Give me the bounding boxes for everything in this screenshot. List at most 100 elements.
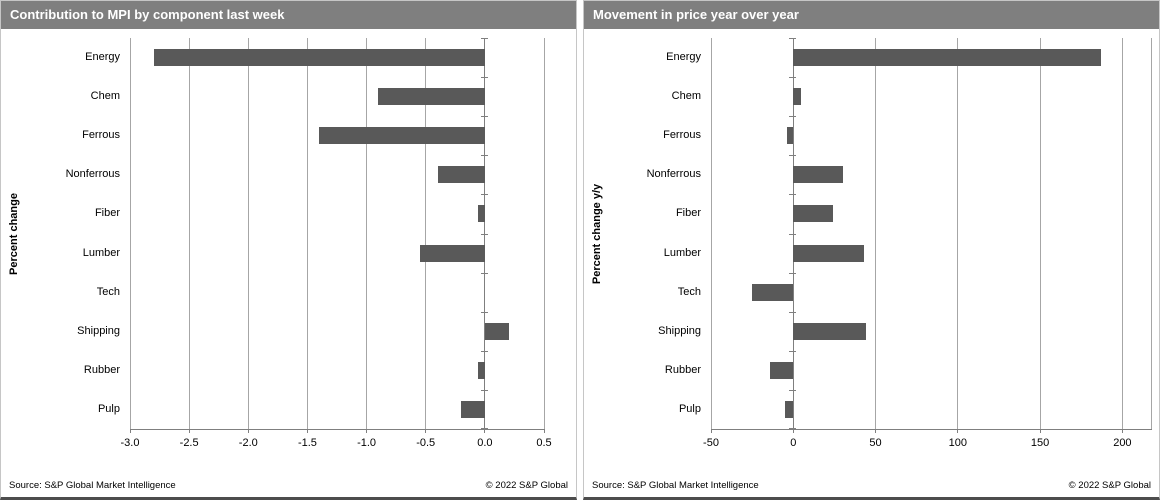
category-tick [480,312,488,313]
gridline [1121,38,1123,429]
bar-tech [752,283,794,301]
category-label: Nonferrous [65,168,120,181]
category-label: Chem [90,90,120,103]
chart-footer: Source: S&P Global Market Intelligence ©… [9,480,568,491]
x-tick-label: -3.0 [120,437,140,449]
category-tick [789,116,797,117]
x-tick-label: -50 [703,437,719,449]
bar-nonferrous [437,166,485,184]
category-tick [480,77,488,78]
gridline [1039,38,1041,429]
x-tick-label: -1.0 [357,437,377,449]
x-tick-label: -2.5 [179,437,199,449]
category-label: Rubber [83,363,120,376]
chart-panel-mpi-contribution: Contribution to MPI by component last we… [0,0,577,500]
category-tick [789,77,797,78]
category-tick [789,428,797,429]
bar-nonferrous [793,166,843,184]
x-tick-label: 0 [790,437,797,449]
x-tick-label: -0.5 [416,437,436,449]
source-note: Source: S&P Global Market Intelligence [592,480,759,491]
x-axis-tick [188,429,190,433]
x-tick-label: -2.0 [238,437,258,449]
category-label: Ferrous [82,129,120,142]
gridline [425,38,427,429]
category-label: Shipping [77,324,120,337]
x-axis-tick [710,429,712,433]
bar-ferrous [319,127,485,145]
bar-energy [793,49,1101,67]
category-label: Tech [677,285,701,298]
plot-area: -3.0 -2.5 -2.0 -1.5 -1.0 -0.5 0.0 0.5 [121,38,552,449]
category-label: Energy [666,51,701,63]
category-label: Tech [96,285,120,298]
x-axis-line [130,429,544,430]
gridline [957,38,959,429]
x-tick-label: 200 [1113,437,1132,449]
category-label: Lumber [663,246,701,259]
category-tick [480,155,488,156]
bar-chem [378,88,485,106]
zero-axis-line [792,38,794,429]
category-tick [480,116,488,117]
bar-lumber [419,244,485,262]
x-axis-line [711,429,1152,430]
bar-shipping [793,322,866,340]
bar-lumber [793,244,865,262]
x-axis-tick [1121,429,1123,433]
category-tick [789,312,797,313]
category-label: Pulp [678,402,701,415]
x-axis-tick [1039,429,1041,433]
category-label: Nonferrous [646,168,701,181]
gridline [543,38,545,429]
category-label: Pulp [97,402,120,415]
gridline [366,38,368,429]
plot-right-border [1151,38,1152,429]
category-tick [480,273,488,274]
x-tick-label: 0.0 [477,437,493,449]
zero-axis-line [484,38,486,429]
category-label: Ferrous [663,129,701,142]
copyright-note: © 2022 S&P Global [485,480,568,491]
bar-pulp [785,400,794,418]
x-tick-label: 50 [869,437,882,449]
category-label: Rubber [664,363,701,376]
category-tick [789,38,797,39]
category-label: Lumber [82,246,120,259]
category-tick [480,194,488,195]
category-tick [789,390,797,391]
gridline [875,38,877,429]
category-tick [480,234,488,235]
bar-rubber [477,361,485,379]
category-tick [480,390,488,391]
plot-area: -50 0 50 100 150 200 [703,38,1152,449]
category-tick [789,155,797,156]
category-tick [789,234,797,235]
gridline [129,38,131,429]
x-axis-tick [129,429,131,433]
x-tick-label: -1.5 [297,437,317,449]
bar-shipping [484,322,509,340]
x-tick-label: 100 [948,437,968,449]
copyright-note: © 2022 S&P Global [1068,480,1151,491]
bar-rubber [770,361,794,379]
x-axis-tick [425,429,427,433]
bar-chem [793,88,802,106]
category-tick [789,351,797,352]
chart-title: Movement in price year over year [584,1,1159,29]
chart-panel-price-movement: Movement in price year over year Percent… [583,0,1160,500]
x-axis-tick [792,429,794,433]
chart-footer: Source: S&P Global Market Intelligence ©… [592,480,1151,491]
gridline [188,38,190,429]
bar-fiber [477,205,485,223]
x-axis-tick [247,429,249,433]
category-tick [480,428,488,429]
gridline [306,38,308,429]
x-axis-tick [306,429,308,433]
gridline [247,38,249,429]
x-tick-label: 0.5 [536,437,552,449]
x-axis-tick [875,429,877,433]
category-tick [789,194,797,195]
category-label: Energy [85,51,120,63]
